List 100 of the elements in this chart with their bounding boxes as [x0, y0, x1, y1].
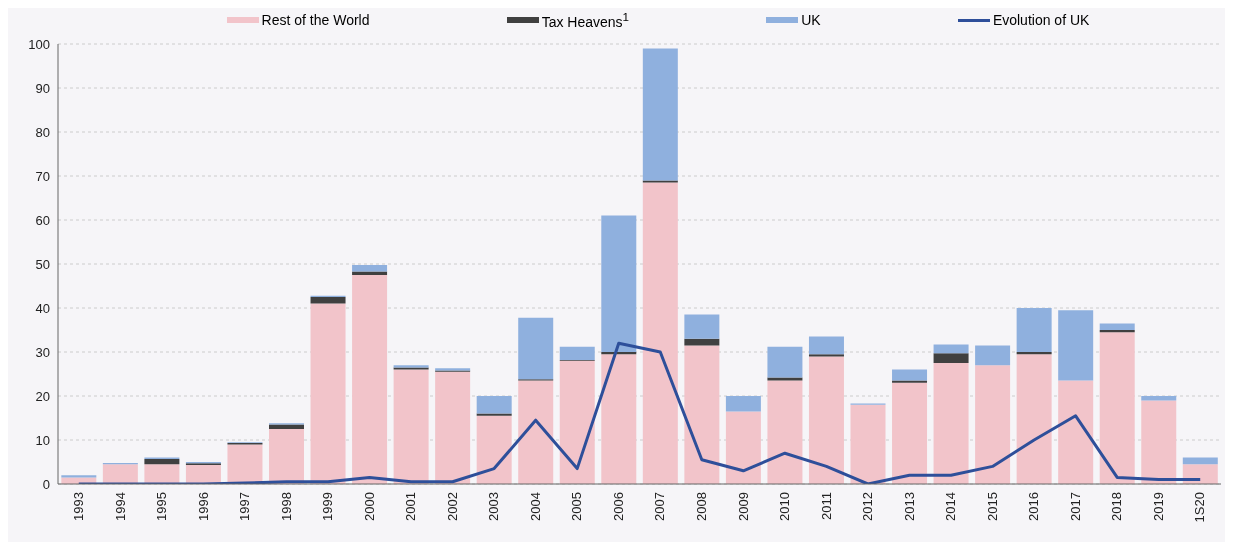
bar [352, 264, 388, 272]
y-tick-label: 80 [35, 124, 50, 140]
y-tick-label: 30 [35, 344, 50, 360]
x-tick-label: 2016 [1026, 492, 1042, 521]
y-tick-label: 90 [35, 80, 50, 96]
bar [767, 380, 803, 484]
x-tick-label: 2009 [735, 492, 751, 521]
x-tick-label: 2017 [1067, 492, 1083, 521]
bar [559, 346, 595, 360]
bar [1141, 396, 1177, 401]
bar [684, 338, 720, 346]
bar [269, 424, 304, 429]
bar [725, 396, 761, 412]
bar [892, 382, 928, 484]
bar [808, 354, 844, 357]
bar [975, 345, 1011, 366]
bar [684, 314, 720, 339]
bar [642, 180, 678, 183]
bar [61, 477, 97, 484]
legend-label: Tax Heavens$^{1}$ [541, 10, 630, 30]
legend-label: UK [801, 12, 821, 28]
bar [725, 411, 761, 484]
x-tick-label: 2011 [818, 492, 834, 520]
bar [393, 369, 429, 484]
bar [476, 415, 512, 484]
x-tick-label: 2002 [444, 492, 460, 521]
x-tick-label: 2003 [486, 492, 502, 521]
bar [310, 297, 346, 304]
bar [1016, 354, 1052, 484]
bar [808, 336, 844, 355]
x-tick-label: 2000 [361, 492, 377, 521]
bar [1058, 380, 1094, 484]
bar [933, 363, 969, 484]
bar [227, 444, 263, 484]
legend-label: Rest of the World [261, 12, 370, 28]
x-tick-label: 1996 [195, 492, 211, 521]
x-tick-label: 1997 [237, 492, 253, 521]
x-tick-label: 2019 [1150, 492, 1166, 521]
y-tick-label: 100 [28, 36, 50, 52]
bar [144, 464, 180, 484]
bar [933, 353, 969, 363]
y-tick-label: 10 [35, 432, 50, 448]
bar [1099, 323, 1135, 330]
x-tick-label: 2004 [527, 492, 543, 521]
bar [767, 346, 803, 378]
bar [352, 271, 388, 275]
x-tick-label: 2015 [984, 492, 1000, 521]
bar [102, 464, 138, 484]
bar [892, 369, 928, 381]
x-tick-label: 1999 [320, 492, 336, 521]
y-tick-label: 70 [35, 168, 50, 184]
bar [476, 413, 512, 416]
bar [352, 275, 388, 484]
x-tick-label: 1995 [154, 492, 170, 521]
y-tick-label: 40 [35, 300, 50, 316]
x-tick-label: 1993 [71, 492, 86, 521]
x-tick-label: 2013 [901, 492, 917, 521]
x-tick-label: 2007 [652, 492, 668, 521]
bar [61, 475, 97, 478]
bar [892, 380, 928, 383]
bar [435, 371, 471, 484]
bar [559, 360, 595, 484]
x-tick-label: 2010 [777, 492, 793, 521]
bar [310, 303, 346, 484]
bar [850, 404, 886, 484]
bar [808, 356, 844, 484]
bar [1016, 352, 1052, 355]
bar [933, 344, 969, 354]
bar [518, 317, 554, 380]
bar [1182, 457, 1218, 465]
x-tick-label: 2001 [403, 492, 419, 521]
x-tick-label: 2008 [694, 492, 710, 521]
bar [476, 396, 512, 414]
bar [1141, 400, 1177, 484]
bar [642, 182, 678, 484]
y-tick-label: 60 [35, 212, 50, 228]
bar [1058, 310, 1094, 381]
x-tick-label: 2006 [610, 492, 626, 521]
bar [601, 354, 637, 484]
bar [1099, 332, 1135, 484]
x-tick-label: 2012 [860, 492, 876, 521]
bar [1016, 308, 1052, 352]
bar [1099, 330, 1135, 333]
bar [185, 465, 221, 484]
bar [269, 429, 304, 484]
x-tick-label: 2005 [569, 492, 585, 521]
x-tick-label: 1S20 [1192, 492, 1208, 523]
x-tick-label: 1994 [112, 492, 128, 521]
bar [684, 345, 720, 484]
bar [975, 365, 1011, 484]
x-tick-label: 2018 [1109, 492, 1125, 521]
bar [518, 380, 554, 484]
legend-label: Evolution of UK [992, 12, 1090, 28]
y-tick-label: 20 [35, 388, 50, 404]
bar [642, 48, 678, 181]
y-tick-label: 50 [35, 256, 50, 272]
bar [601, 215, 637, 352]
bar [767, 377, 803, 381]
x-tick-label: 1998 [278, 492, 294, 521]
x-tick-label: 2014 [943, 492, 959, 521]
